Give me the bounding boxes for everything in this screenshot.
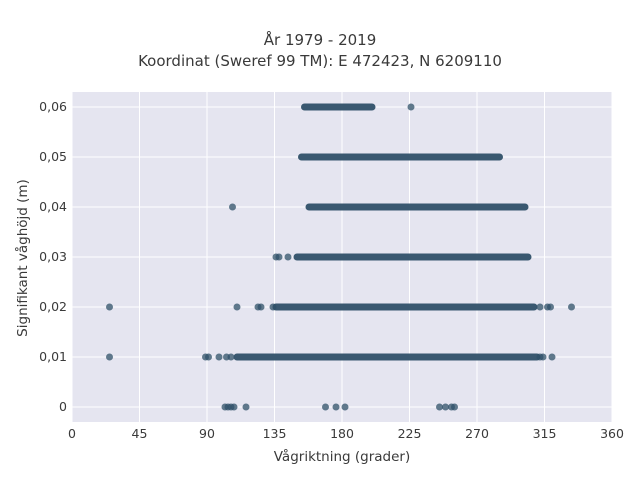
x-tick-label: 270	[465, 426, 489, 441]
data-point	[341, 403, 349, 411]
chart-title: År 1979 - 2019	[263, 31, 377, 49]
data-point	[332, 403, 340, 411]
data-point	[242, 403, 250, 411]
data-point	[442, 403, 449, 411]
x-tick-label: 180	[330, 426, 354, 441]
data-point	[215, 353, 223, 361]
data-point	[230, 403, 238, 411]
x-tick-label: 45	[132, 426, 148, 441]
data-point	[229, 203, 236, 211]
x-tick-label: 225	[398, 426, 422, 441]
data-point	[233, 303, 241, 311]
data-point	[106, 303, 113, 311]
data-bands	[233, 103, 541, 361]
data-point	[547, 303, 554, 311]
data-point	[205, 353, 212, 361]
data-point	[322, 403, 329, 411]
data-point	[227, 353, 235, 361]
y-axis-ticks: 0 0,01 0,02 0,03 0,04 0,05 0,06	[39, 99, 67, 414]
data-point	[275, 253, 283, 261]
x-tick-label: 315	[533, 426, 557, 441]
y-tick-label: 0,06	[39, 99, 67, 114]
x-axis-label: Vågriktning (grader)	[274, 448, 411, 465]
data-point	[257, 303, 265, 311]
y-tick-label: 0,01	[39, 349, 67, 364]
x-tick-label: 90	[199, 426, 215, 441]
x-tick-label: 360	[600, 426, 624, 441]
data-point	[269, 303, 277, 311]
x-tick-label: 0	[68, 426, 76, 441]
data-point	[548, 353, 556, 361]
data-point	[568, 303, 575, 311]
y-tick-label: 0,05	[39, 149, 67, 164]
y-tick-label: 0,02	[39, 299, 67, 314]
data-point	[436, 403, 443, 411]
y-axis-label: Signifikant våghöjd (m)	[14, 179, 31, 337]
data-points	[106, 103, 575, 411]
data-point	[451, 403, 458, 411]
data-point	[106, 353, 113, 361]
data-point	[407, 103, 415, 111]
chart-subtitle: Koordinat (Sweref 99 TM): E 472423, N 62…	[138, 52, 502, 70]
data-point	[284, 253, 292, 261]
y-tick-label: 0	[59, 399, 67, 414]
data-point	[539, 353, 547, 361]
y-tick-label: 0,04	[39, 199, 67, 214]
data-point	[536, 303, 544, 311]
chart-title-block: År 1979 - 2019 Koordinat (Sweref 99 TM):…	[0, 30, 640, 72]
x-axis-ticks: 0 45 90 135 180 225 270 315 360	[68, 426, 624, 441]
y-tick-label: 0,03	[39, 249, 67, 264]
x-tick-label: 135	[263, 426, 287, 441]
